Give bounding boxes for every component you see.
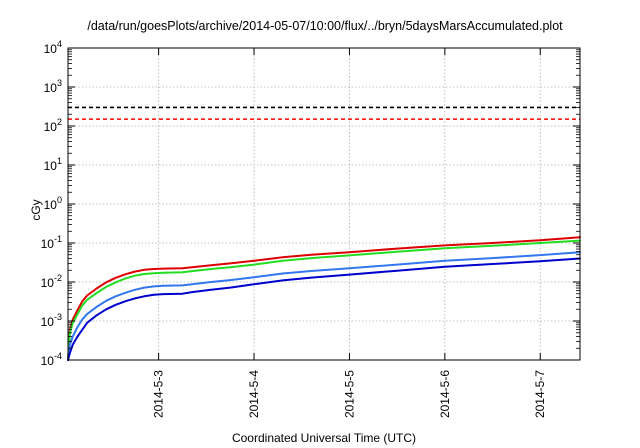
x-tick-label: 2014-5-7 <box>533 370 547 418</box>
y-tick-label: 10-3 <box>41 312 62 329</box>
y-tick-label: 10-1 <box>41 234 62 251</box>
series-line <box>67 236 581 361</box>
y-tick-label: 101 <box>44 156 62 173</box>
series-line <box>67 251 581 361</box>
chart-title: /data/run/goesPlots/archive/2014-05-07/1… <box>87 19 563 33</box>
y-tick-label: 104 <box>44 39 62 56</box>
x-tick-label: 2014-5-3 <box>152 370 166 418</box>
x-tick-label: 2014-5-4 <box>247 370 261 418</box>
y-tick-label: 10-2 <box>41 273 62 290</box>
axis-ticks: 10-4 10-3 10-2 10-1 100 101 102 103 104 2014-5-3 2… <box>41 39 580 418</box>
y-axis-label: cGy <box>29 199 43 220</box>
x-axis-label: Coordinated Universal Time (UTC) <box>232 431 416 445</box>
y-tick-label: 100 <box>44 195 62 212</box>
series-line <box>67 239 581 361</box>
grid-lines <box>68 48 580 360</box>
plot-frame <box>67 47 581 361</box>
x-tick-label: 2014-5-5 <box>342 370 356 418</box>
series-line <box>67 257 581 361</box>
y-tick-label: 102 <box>44 117 62 134</box>
reference-lines <box>68 106 580 120</box>
y-tick-label: 103 <box>44 78 62 95</box>
x-tick-label: 2014-5-6 <box>438 370 452 418</box>
y-tick-label: 10-4 <box>41 351 62 368</box>
series-lines <box>67 236 581 361</box>
